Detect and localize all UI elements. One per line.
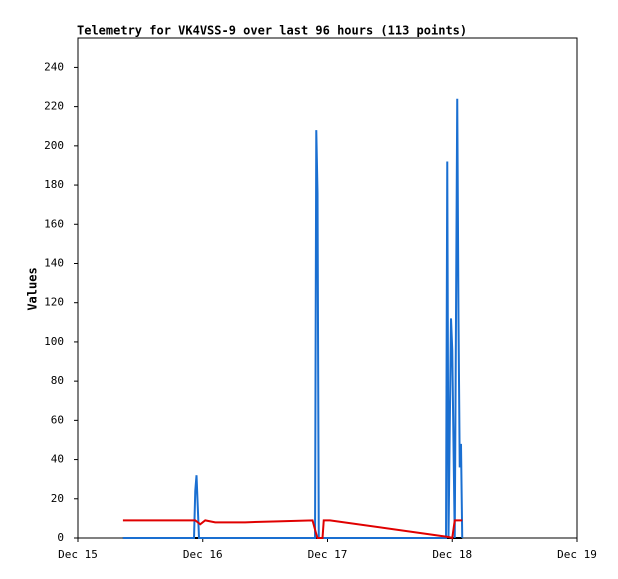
- x-tick-label: Dec 16: [183, 548, 223, 561]
- x-tick-label: Dec 19: [557, 548, 597, 561]
- y-tick-label: 120: [44, 296, 64, 309]
- x-tick-label: Dec 18: [432, 548, 472, 561]
- y-tick-label: 240: [44, 60, 64, 73]
- y-tick-label: 200: [44, 139, 64, 152]
- y-tick-label: 80: [51, 374, 64, 387]
- series-line: [122, 98, 464, 539]
- y-tick-label: 60: [51, 413, 64, 426]
- y-axis-label: Values: [26, 267, 40, 310]
- y-tick-label: 0: [57, 531, 64, 544]
- x-tick-label: Dec 15: [58, 548, 98, 561]
- x-tick-label: Dec 17: [308, 548, 348, 561]
- y-tick-label: 20: [51, 492, 64, 505]
- y-tick-label: 160: [44, 217, 64, 230]
- y-tick-label: 40: [51, 453, 64, 466]
- y-tick-label: 140: [44, 256, 64, 269]
- y-tick-label: 100: [44, 335, 64, 348]
- y-tick-label: 220: [44, 100, 64, 113]
- y-tick-label: 180: [44, 178, 64, 191]
- series-line: [122, 519, 463, 540]
- chart-title: Telemetry for VK4VSS-9 over last 96 hour…: [77, 24, 467, 38]
